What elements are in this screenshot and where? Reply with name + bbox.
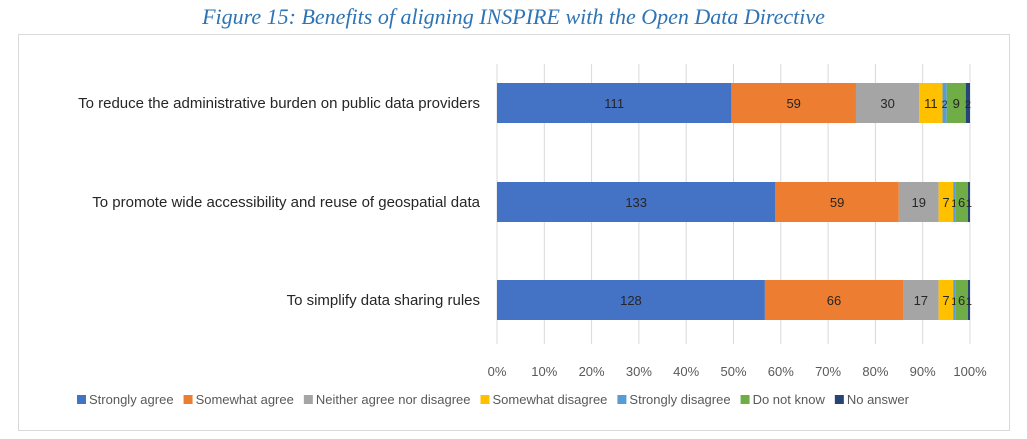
bar-segment	[497, 280, 765, 320]
bar-segment	[764, 280, 904, 320]
category-labels: To reduce the administrative burden on p…	[78, 95, 481, 309]
x-tick-label: 70%	[815, 364, 841, 379]
bar-segment	[855, 83, 920, 123]
data-label: 17	[914, 293, 928, 308]
bar-segment	[919, 83, 943, 123]
data-label: 9	[953, 96, 960, 111]
x-tick-label: 50%	[720, 364, 746, 379]
bar-segment	[955, 280, 968, 320]
data-label: 1	[951, 198, 957, 210]
x-tick-label: 40%	[673, 364, 699, 379]
bar-segment	[946, 83, 966, 123]
bar-segment	[497, 182, 776, 222]
x-tick-label: 10%	[531, 364, 557, 379]
bar-segment	[938, 280, 954, 320]
bar-segment	[775, 182, 899, 222]
data-label: 1	[966, 296, 972, 308]
category-label: To promote wide accessibility and reuse …	[92, 194, 480, 211]
x-tick-label: 60%	[768, 364, 794, 379]
bar-segment	[967, 280, 970, 320]
legend-label: Somewhat agree	[196, 392, 294, 407]
data-label: 7	[942, 293, 949, 308]
data-label: 2	[965, 99, 971, 111]
category-label: To simplify data sharing rules	[287, 292, 480, 309]
bar-segment	[731, 83, 856, 123]
data-label: 11	[924, 96, 938, 111]
data-label: 1	[966, 198, 972, 210]
legend-swatch	[740, 395, 750, 404]
legend-swatch	[77, 395, 86, 404]
bar-segment	[903, 280, 939, 320]
data-label: 2	[942, 99, 948, 111]
bar-segment	[497, 83, 732, 123]
bar-segment	[965, 83, 970, 123]
data-label: 133	[625, 195, 647, 210]
x-tick-label: 30%	[626, 364, 652, 379]
x-tick-label: 80%	[862, 364, 888, 379]
bar-segment	[955, 182, 968, 222]
bar-segment	[942, 83, 947, 123]
data-label: 59	[830, 195, 844, 210]
legend-swatch	[183, 395, 193, 404]
legend: Strongly agree Somewhat agree Neither agre…	[77, 392, 910, 407]
legend-swatch	[834, 395, 844, 404]
data-label: 6	[958, 195, 965, 210]
data-label: 19	[911, 195, 925, 210]
bar-segment	[898, 182, 939, 222]
data-label: 7	[942, 195, 949, 210]
bar-segment	[938, 182, 954, 222]
chart-frame	[18, 34, 1010, 431]
category-label: To reduce the administrative burden on p…	[78, 95, 480, 112]
legend-label: No answer	[847, 392, 910, 407]
data-label: 6	[958, 293, 965, 308]
x-tick-label: 90%	[910, 364, 936, 379]
legend-label: Strongly agree	[89, 392, 174, 407]
x-axis-ticks: 0% 10% 20% 30% 40% 50% 60% 70% 80% 90% 100%	[488, 364, 987, 379]
data-label: 111	[604, 96, 624, 111]
data-label: 66	[827, 293, 841, 308]
x-tick-label: 20%	[579, 364, 605, 379]
legend-swatch	[480, 395, 490, 404]
bar-segment	[953, 182, 956, 222]
data-label: 59	[786, 96, 800, 111]
data-label: 128	[620, 293, 642, 308]
legend-swatch	[617, 395, 627, 404]
bar-segment	[953, 280, 956, 320]
legend-label: Strongly disagree	[629, 392, 730, 407]
legend-label: Somewhat disagree	[493, 392, 608, 407]
figure-caption: Figure 15: Benefits of aligning INSPIRE …	[202, 4, 825, 29]
data-label: 30	[880, 96, 894, 111]
legend-label: Do not know	[753, 392, 826, 407]
legend-swatch	[303, 395, 313, 404]
x-tick-label: 100%	[953, 364, 987, 379]
x-tick-label: 0%	[488, 364, 507, 379]
bar-segment	[967, 182, 970, 222]
data-label: 1	[951, 296, 957, 308]
legend-label: Neither agree nor disagree	[316, 392, 471, 407]
